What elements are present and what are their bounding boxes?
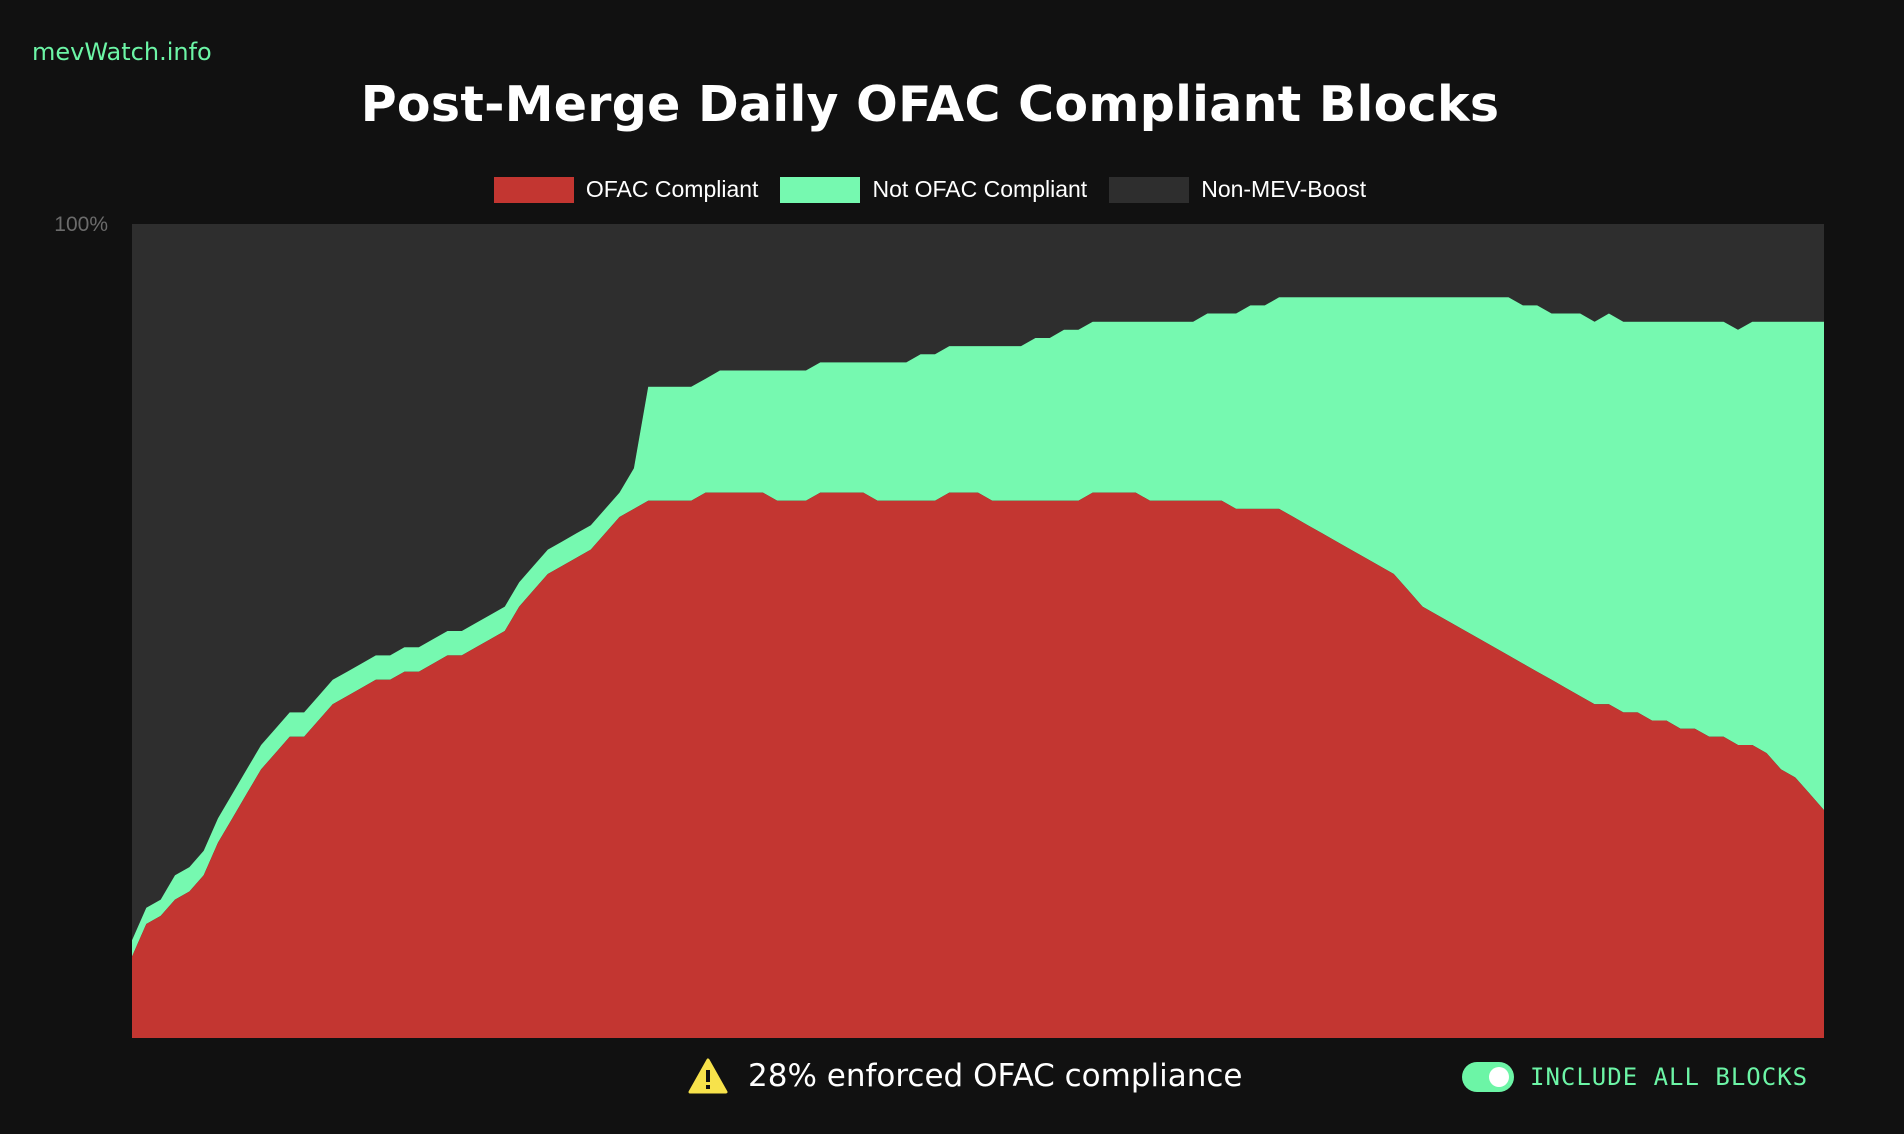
include-all-blocks-toggle[interactable]: INCLUDE ALL BLOCKS (1462, 1062, 1808, 1092)
warning-text: 28% enforced OFAC compliance (748, 1058, 1243, 1094)
legend-item-non-mev-boost[interactable]: Non-MEV-Boost (1109, 176, 1366, 203)
legend-label: Non-MEV-Boost (1201, 176, 1367, 202)
area-not-ofac-compliant (132, 297, 1824, 957)
legend-label: Not OFAC Compliant (872, 176, 1088, 202)
y-tick-label-100: 100% (54, 213, 108, 236)
compliance-warning: 28% enforced OFAC compliance (688, 1058, 1243, 1094)
toggle-label: INCLUDE ALL BLOCKS (1530, 1063, 1809, 1091)
warning-icon (688, 1058, 728, 1094)
area-ofac-compliant (132, 492, 1824, 1039)
brand-link[interactable]: mevWatch.info (32, 38, 212, 66)
toggle-switch[interactable] (1462, 1062, 1514, 1092)
legend-swatch-non-mev-boost (1109, 176, 1190, 203)
chart-title: Post-Merge Daily OFAC Compliant Blocks (360, 76, 1500, 133)
chart-legend: OFAC Compliant Not OFAC Compliant Non-ME… (0, 176, 1860, 203)
area-non-mev-boost (132, 224, 1824, 941)
legend-swatch-compliant (493, 176, 574, 203)
legend-item-not-compliant[interactable]: Not OFAC Compliant (780, 176, 1087, 203)
legend-swatch-not-compliant (780, 176, 861, 203)
legend-label: OFAC Compliant (585, 176, 759, 202)
toggle-knob (1489, 1067, 1509, 1087)
legend-item-compliant[interactable]: OFAC Compliant (493, 176, 759, 203)
